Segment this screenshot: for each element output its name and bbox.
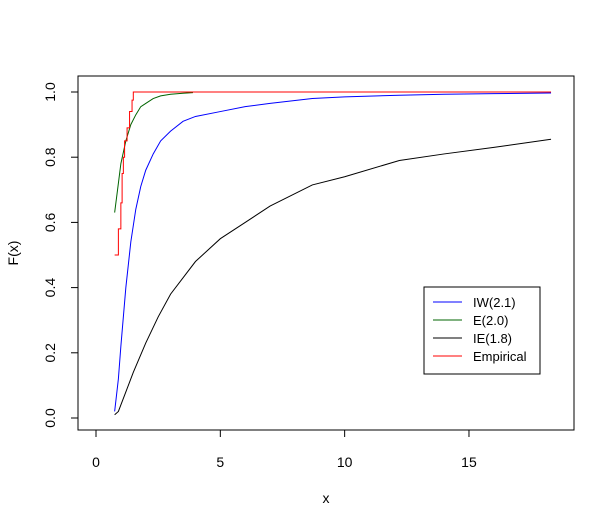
series-line-0 <box>114 92 552 412</box>
y-tick-label: 0.4 <box>42 278 58 298</box>
plot-frame <box>77 75 575 431</box>
series-line-2 <box>114 138 552 416</box>
x-axis-title: x <box>323 490 330 506</box>
x-tick-label: 5 <box>216 454 224 470</box>
y-tick-label: 0.2 <box>42 343 58 363</box>
series-layer <box>114 91 552 416</box>
y-tick-label: 0.8 <box>42 147 58 167</box>
y-axis-title: F(x) <box>5 241 21 266</box>
series-line-3 <box>114 91 552 256</box>
x-tick-label: 15 <box>461 454 477 470</box>
legend: IW(2.1) E(2.0) IE(1.8) Empirical <box>423 286 541 375</box>
x-tick-label: 10 <box>337 454 353 470</box>
y-tick-label: 1.0 <box>42 82 58 102</box>
series-line-1 <box>114 92 194 213</box>
legend-label: IE(1.8) <box>473 331 512 346</box>
x-axis: 0 5 10 15 <box>92 429 477 470</box>
legend-label: IW(2.1) <box>473 295 516 310</box>
legend-label: Empirical <box>473 349 527 364</box>
y-tick-label: 0.6 <box>42 212 58 232</box>
legend-label: E(2.0) <box>473 313 508 328</box>
x-tick-label: 0 <box>92 454 100 470</box>
y-axis: 0.0 0.2 0.4 0.6 0.8 1.0 <box>42 82 79 428</box>
y-tick-label: 0.0 <box>42 408 58 428</box>
